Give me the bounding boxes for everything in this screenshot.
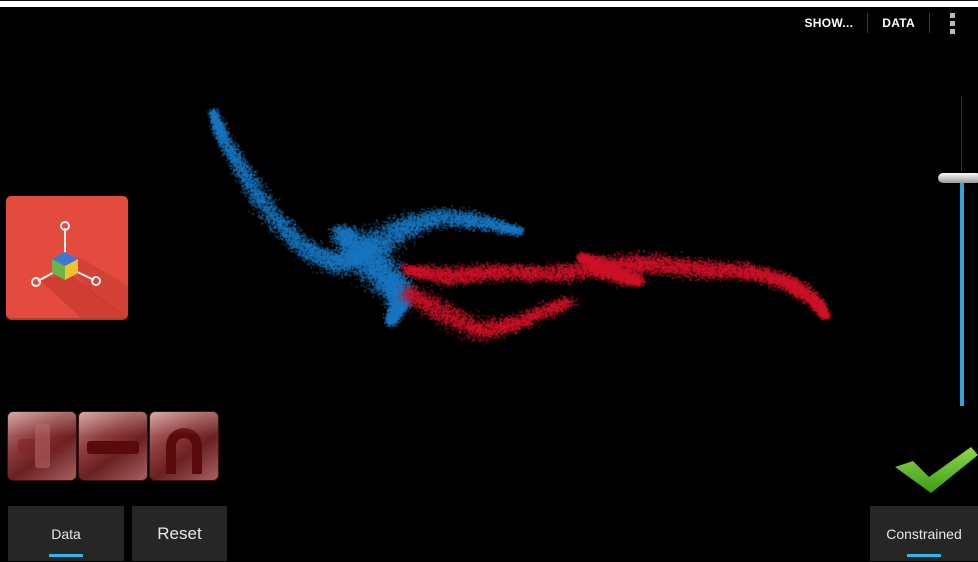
action-bar-divider (867, 13, 869, 33)
action-bar-divider (929, 13, 930, 33)
constrained-toggle-button[interactable]: Constrained (870, 506, 978, 561)
constrained-label: Constrained (886, 525, 962, 542)
attract-button[interactable] (149, 411, 219, 481)
molecule-cube-icon (31, 221, 128, 318)
active-indicator (907, 554, 941, 557)
add-button[interactable] (7, 411, 77, 481)
magnet-icon (166, 428, 202, 474)
reset-label: Reset (157, 523, 202, 543)
overflow-menu-icon[interactable] (930, 7, 978, 39)
reset-button[interactable]: Reset (132, 506, 227, 561)
slider-track-upper (961, 96, 962, 171)
remove-button[interactable] (78, 411, 148, 481)
minus-icon (87, 441, 139, 454)
data-tab-label: Data (51, 525, 81, 542)
data-menu-button[interactable]: DATA (882, 16, 915, 30)
checkmark-icon (895, 447, 978, 493)
action-bar: SHOW... DATA (790, 7, 978, 39)
active-indicator (49, 554, 83, 557)
molecule-tool-button[interactable] (6, 196, 128, 318)
slider-track-fill[interactable] (960, 181, 964, 406)
plus-icon (18, 424, 66, 468)
confirm-button[interactable] (893, 445, 978, 495)
slider-thumb[interactable] (938, 173, 978, 183)
data-tab-button[interactable]: Data (8, 506, 124, 561)
tool-buttons (7, 411, 219, 481)
show-menu-button[interactable]: SHOW... (804, 16, 854, 30)
